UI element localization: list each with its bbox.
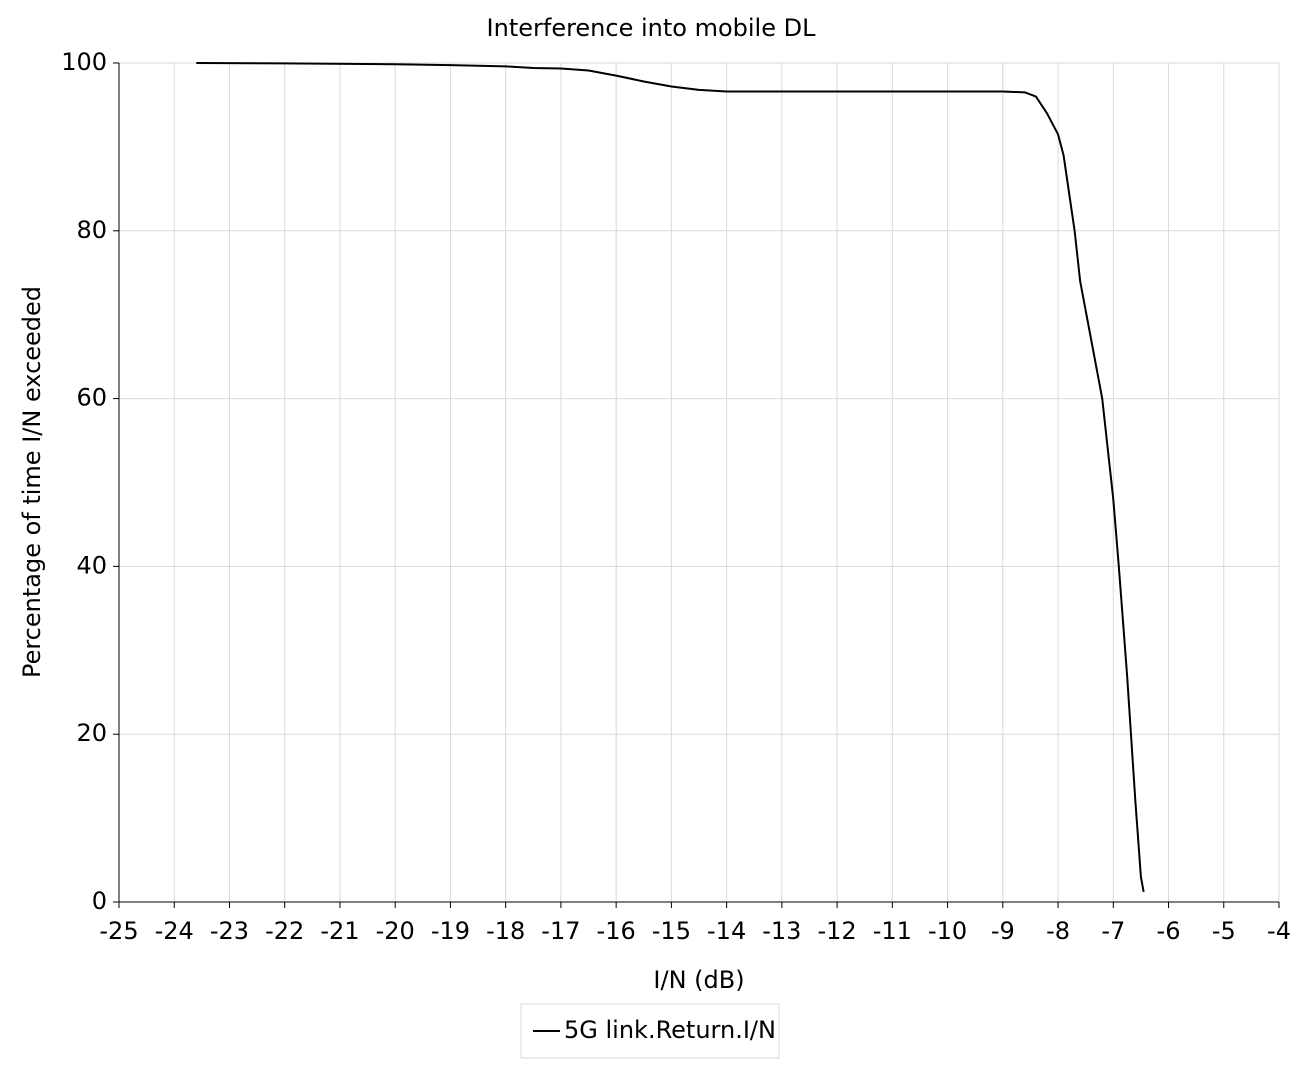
x-tick-label: -8 <box>1046 917 1070 945</box>
x-tick-label: -22 <box>265 917 304 945</box>
x-tick-label: -13 <box>762 917 801 945</box>
y-tick-label: 0 <box>92 887 107 915</box>
y-tick-label: 40 <box>76 551 107 579</box>
y-tick-label: 60 <box>76 384 107 412</box>
x-tick-label: -4 <box>1267 917 1291 945</box>
x-tick-label: -6 <box>1157 917 1181 945</box>
x-tick-label: -11 <box>873 917 912 945</box>
x-tick-label: -7 <box>1101 917 1125 945</box>
y-axis-label: Percentage of time I/N exceeded <box>18 286 46 678</box>
y-tick-label: 100 <box>61 48 107 76</box>
chart-title: Interference into mobile DL <box>487 14 817 42</box>
x-tick-label: -25 <box>99 917 138 945</box>
data-line <box>196 62 1145 893</box>
legend-label: 5G link.Return.I/N <box>564 1016 776 1044</box>
x-tick-label: -19 <box>431 917 470 945</box>
x-axis-label: I/N (dB) <box>653 966 744 994</box>
x-tick-label: -12 <box>817 917 856 945</box>
y-tick-label: 80 <box>76 216 107 244</box>
x-tick-label: -17 <box>541 917 580 945</box>
x-tick-label: -18 <box>486 917 525 945</box>
x-tick-label: -21 <box>320 917 359 945</box>
x-tick-label: -16 <box>597 917 636 945</box>
x-tick-label: -9 <box>991 917 1015 945</box>
x-tick-label: -10 <box>928 917 967 945</box>
x-tick-label: -24 <box>155 917 194 945</box>
x-tick-label: -14 <box>707 917 746 945</box>
x-tick-label: -5 <box>1212 917 1236 945</box>
x-tick-label: -23 <box>210 917 249 945</box>
x-tick-label: -20 <box>376 917 415 945</box>
x-tick-label: -15 <box>652 917 691 945</box>
y-tick-label: 20 <box>76 719 107 747</box>
legend-box <box>520 1003 780 1059</box>
